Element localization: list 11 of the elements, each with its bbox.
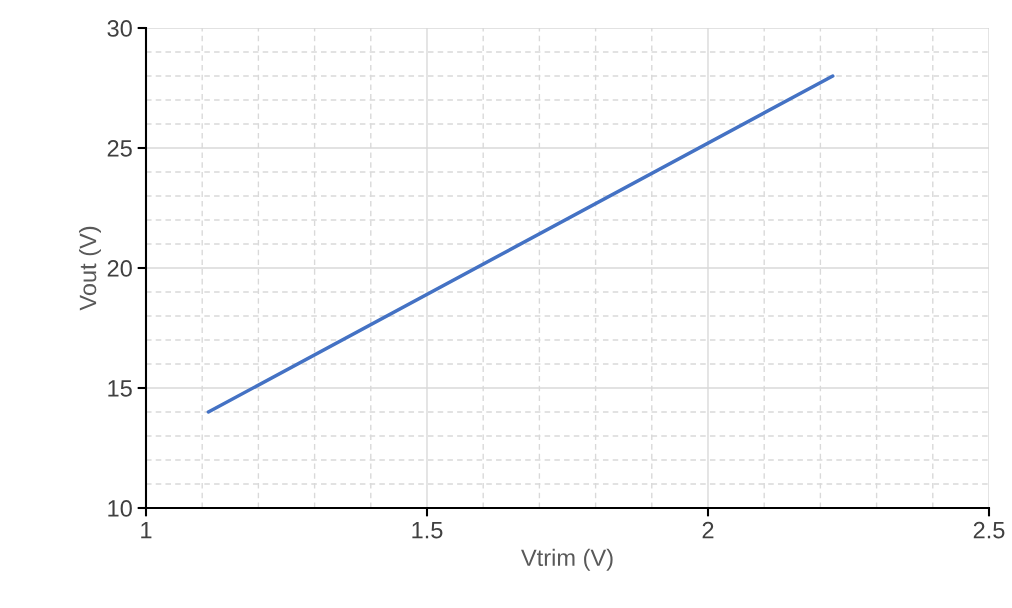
y-tick-label: 10 (108, 500, 132, 517)
y-tick-label: 20 (107, 260, 132, 277)
x-tick-label: 2.5 (973, 521, 1005, 539)
x-tick-label: 1 (141, 522, 152, 539)
y-tick-label: 25 (107, 140, 132, 157)
y-tick-label: 30 (107, 20, 132, 37)
x-tick-label: 1.5 (412, 522, 443, 539)
y-axis-title: Vout (V) (78, 226, 101, 311)
x-tick-label: 2 (702, 521, 714, 539)
x-axis-title: Vtrim (V) (521, 548, 613, 571)
y-tick-label: 15 (108, 380, 132, 397)
